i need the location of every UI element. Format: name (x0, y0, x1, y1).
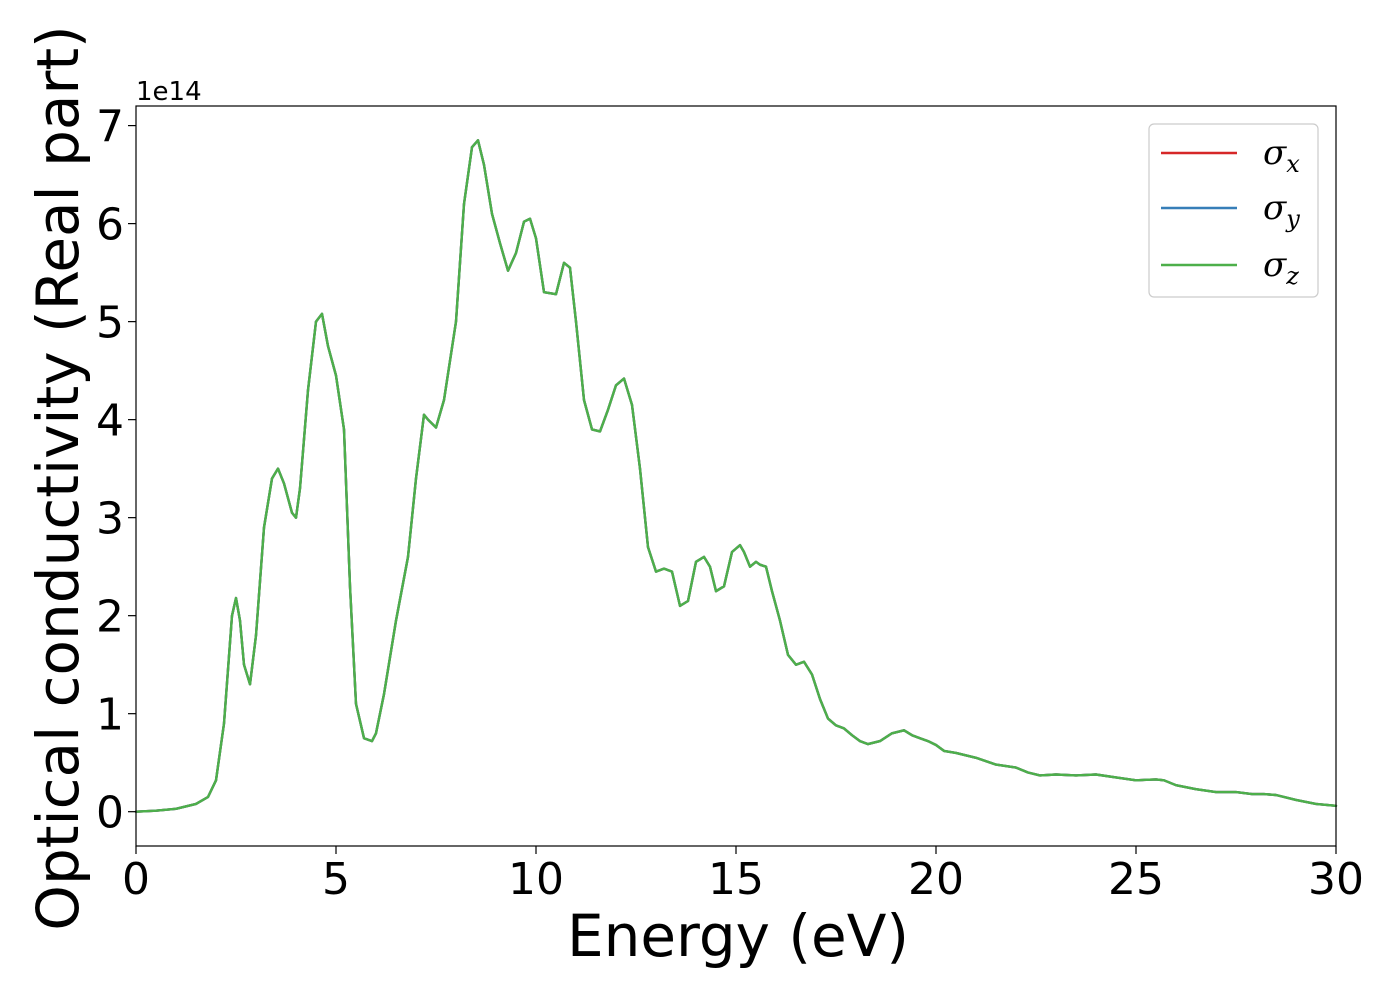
legend-subscript: x (1286, 150, 1300, 178)
legend-symbol: σ (1263, 133, 1287, 173)
y-tick-label: 3 (96, 494, 124, 545)
x-tick-label: 25 (1108, 854, 1164, 905)
x-tick-label: 30 (1308, 854, 1364, 905)
legend-symbol: σ (1263, 245, 1287, 285)
y-tick-label: 0 (96, 788, 124, 839)
y-offset-label: 1e14 (136, 77, 202, 107)
legend-item: σz (1161, 245, 1299, 290)
y-axis-title: Optical conductivity (Real part) (24, 25, 92, 930)
y-tick-label: 5 (96, 298, 124, 349)
legend-item: σy (1161, 188, 1300, 233)
legend-subscript: z (1285, 262, 1299, 290)
legend-subscript: y (1285, 205, 1300, 233)
plot-area: 0 5 10 15 20 25 30 0 1 2 3 4 5 6 7 (96, 102, 1364, 905)
x-tick-label: 20 (908, 854, 964, 905)
y-axis-ticks: 0 1 2 3 4 5 6 7 (96, 102, 136, 839)
y-tick-label: 2 (96, 592, 124, 643)
legend-label: σy (1263, 188, 1300, 233)
series-layer (134, 139, 1338, 813)
x-tick-label: 10 (508, 854, 564, 905)
y-tick-label: 1 (96, 690, 124, 741)
series-line-2 (134, 139, 1338, 813)
y-tick-label: 4 (96, 396, 124, 447)
y-tick-label: 6 (96, 200, 124, 251)
legend-box (1148, 123, 1319, 298)
x-tick-label: 5 (322, 854, 350, 905)
legend-label: σx (1263, 133, 1300, 178)
legend-symbol: σ (1263, 188, 1287, 228)
x-tick-label: 15 (708, 854, 764, 905)
y-tick-label: 7 (96, 102, 124, 153)
legend-label: σz (1263, 245, 1299, 290)
x-axis-ticks: 0 5 10 15 20 25 30 (122, 846, 1364, 905)
x-axis-title: Energy (eV) (567, 902, 909, 970)
x-tick-label: 0 (122, 854, 150, 905)
legend-item: σx (1161, 133, 1300, 178)
